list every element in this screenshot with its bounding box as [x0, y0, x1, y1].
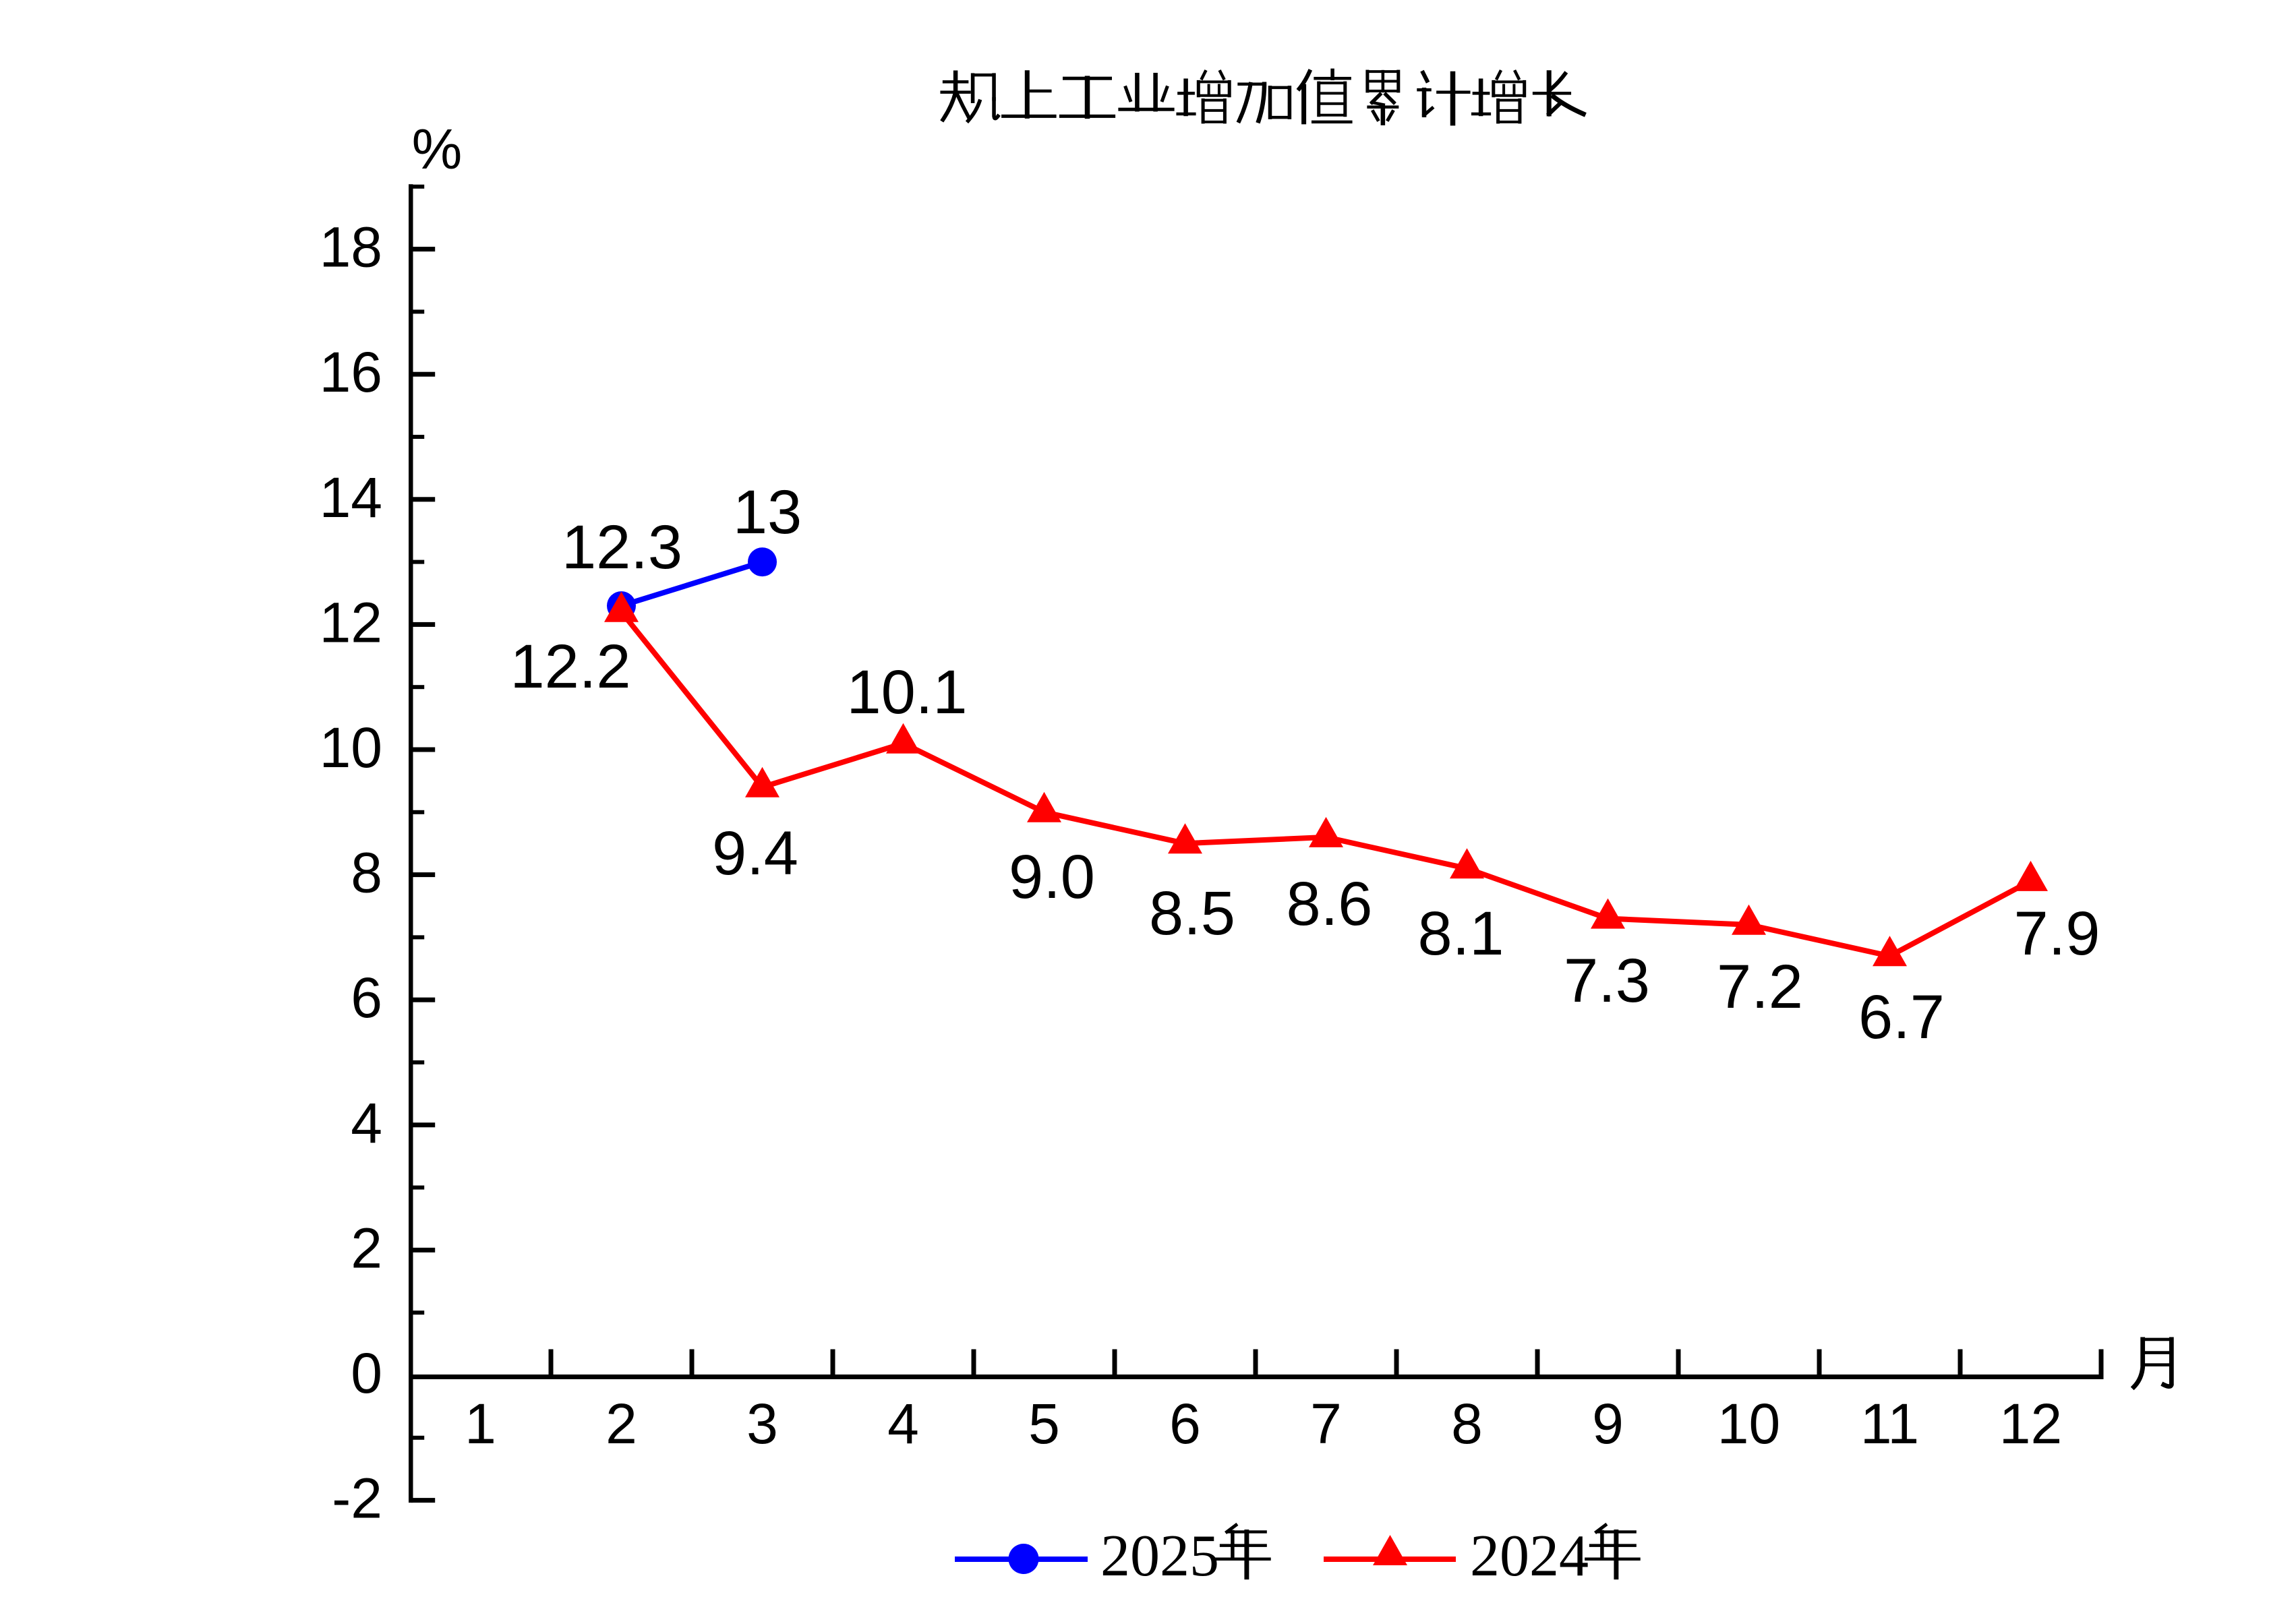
svg-text:2025: 2025	[1100, 1523, 1219, 1589]
svg-text:13: 13	[733, 478, 802, 547]
svg-text:7: 7	[1310, 1392, 1342, 1455]
svg-text:10: 10	[320, 716, 382, 779]
svg-text:0: 0	[351, 1341, 382, 1405]
svg-text:8.1: 8.1	[1418, 899, 1504, 968]
svg-text:8.5: 8.5	[1149, 879, 1235, 948]
svg-text:-2: -2	[332, 1467, 382, 1530]
svg-text:6: 6	[351, 966, 382, 1029]
svg-text:12.2: 12.2	[510, 632, 630, 701]
svg-text:10.1: 10.1	[846, 658, 967, 727]
svg-text:9.4: 9.4	[712, 819, 798, 888]
svg-text:2: 2	[351, 1216, 382, 1279]
svg-text:7.3: 7.3	[1564, 946, 1650, 1015]
svg-text:2: 2	[606, 1392, 637, 1455]
svg-text:4: 4	[351, 1091, 382, 1155]
svg-text:5: 5	[1028, 1392, 1060, 1455]
svg-text:1: 1	[465, 1392, 496, 1455]
svg-text:12: 12	[320, 591, 382, 654]
svg-text:9.0: 9.0	[1009, 843, 1095, 911]
svg-text:12.3: 12.3	[562, 513, 682, 582]
svg-text:7.2: 7.2	[1717, 953, 1803, 1021]
svg-text:8: 8	[351, 841, 382, 905]
svg-text:6: 6	[1169, 1392, 1201, 1455]
svg-text:11: 11	[1860, 1392, 1919, 1455]
svg-text:12: 12	[1999, 1392, 2062, 1455]
svg-text:16: 16	[320, 340, 382, 404]
svg-text:8.6: 8.6	[1287, 870, 1373, 938]
svg-text:8: 8	[1451, 1392, 1483, 1455]
svg-text:6.7: 6.7	[1858, 983, 1945, 1052]
svg-text:7.9: 7.9	[2014, 899, 2100, 968]
svg-text:9: 9	[1592, 1392, 1624, 1455]
svg-text:14: 14	[320, 466, 382, 529]
svg-text:4: 4	[887, 1392, 919, 1455]
svg-text:18: 18	[320, 216, 382, 279]
svg-text:2024: 2024	[1470, 1523, 1589, 1589]
svg-text:%: %	[412, 117, 463, 181]
svg-text:10: 10	[1717, 1392, 1780, 1455]
svg-text:3: 3	[746, 1392, 778, 1455]
